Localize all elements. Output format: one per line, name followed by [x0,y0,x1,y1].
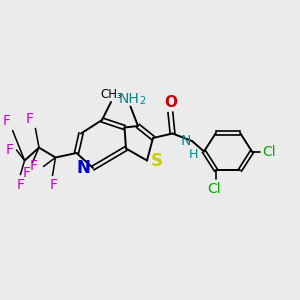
Text: NH: NH [118,92,140,106]
Text: F: F [29,160,38,173]
Text: Cl: Cl [208,182,221,196]
Text: Cl: Cl [262,145,275,158]
Text: S: S [151,152,163,170]
Text: H: H [189,148,198,161]
Text: O: O [164,95,178,110]
Text: F: F [50,178,58,192]
Text: F: F [6,143,14,157]
Text: 2: 2 [139,96,145,106]
Text: F: F [23,166,31,180]
Text: N: N [180,134,190,148]
Text: F: F [16,178,24,192]
Text: CH₃: CH₃ [100,88,122,100]
Text: N: N [77,159,91,177]
Text: F: F [26,112,34,126]
Text: F: F [3,114,11,128]
